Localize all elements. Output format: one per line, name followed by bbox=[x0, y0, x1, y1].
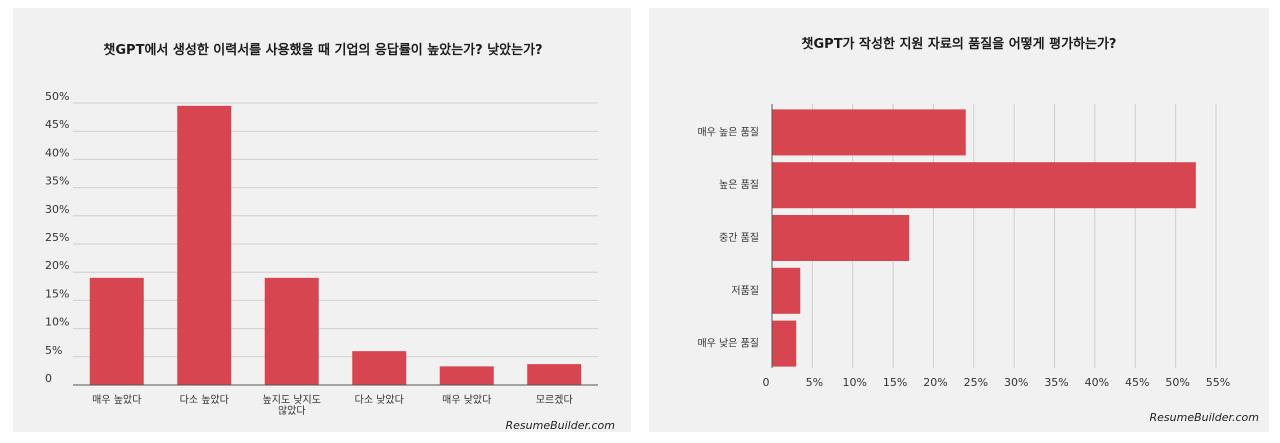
y-tick-label: 0 bbox=[45, 372, 52, 385]
y-tick-label: 45% bbox=[45, 118, 69, 131]
y-tick-label: 40% bbox=[45, 146, 69, 159]
x-tick-label: 55% bbox=[1206, 376, 1230, 389]
y-tick-label: 30% bbox=[45, 203, 69, 216]
x-tick-label: 5% bbox=[806, 376, 823, 389]
left-chart-panel: 챗GPT에서 생성한 이력서를 사용했을 때 기업의 응답률이 높았는가? 낮았… bbox=[13, 8, 631, 432]
right-chart-panel: 챗GPT가 작성한 지원 자료의 품질을 어떻게 평가하는가? 매우 높은 품질… bbox=[649, 8, 1269, 432]
x-tick-label: 15% bbox=[883, 376, 907, 389]
y-tick-label: 35% bbox=[45, 175, 69, 188]
category-label: 모르겠다 bbox=[536, 394, 573, 406]
bar bbox=[352, 351, 407, 385]
chart-title: 챗GPT에서 생성한 이력서를 사용했을 때 기업의 응답률이 높았는가? 낮았… bbox=[103, 42, 542, 58]
vertical-bar-chart: 챗GPT에서 생성한 이력서를 사용했을 때 기업의 응답률이 높았는가? 낮았… bbox=[45, 42, 615, 432]
y-tick-label: 50% bbox=[45, 90, 69, 103]
x-tick-label: 0 bbox=[763, 376, 770, 389]
x-tick-label: 50% bbox=[1165, 376, 1189, 389]
category-label: 다소 낮았다 bbox=[355, 394, 404, 406]
horizontal-bar-chart: 챗GPT가 작성한 지원 자료의 품질을 어떻게 평가하는가? 매우 높은 품질… bbox=[697, 36, 1259, 424]
chart-title: 챗GPT가 작성한 지원 자료의 품질을 어떻게 평가하는가? bbox=[802, 36, 1117, 52]
y-tick-label: 15% bbox=[45, 287, 69, 300]
bar bbox=[177, 105, 232, 385]
category-label: 중간 품질 bbox=[719, 232, 759, 244]
source-label: ResumeBuilder.com bbox=[506, 419, 615, 432]
bar bbox=[527, 364, 582, 385]
x-tick-label: 35% bbox=[1044, 376, 1068, 389]
x-tick-label: 40% bbox=[1085, 376, 1109, 389]
category-label: 매우 낮은 품질 bbox=[697, 338, 759, 350]
x-tick-label: 10% bbox=[843, 376, 867, 389]
y-tick-label: 5% bbox=[45, 344, 62, 357]
category-label: 저품질 bbox=[731, 285, 759, 297]
y-tick-label: 20% bbox=[45, 259, 69, 272]
bar bbox=[772, 162, 1196, 209]
source-label: ResumeBuilder.com bbox=[1150, 411, 1259, 424]
category-label: 다소 높았다 bbox=[180, 394, 229, 406]
bar bbox=[772, 320, 797, 367]
bar bbox=[772, 267, 801, 314]
x-tick-label: 25% bbox=[964, 376, 988, 389]
bar bbox=[89, 277, 144, 385]
category-label: 매우 높은 품질 bbox=[697, 126, 759, 138]
bar bbox=[439, 366, 494, 385]
category-label: 매우 높았다 bbox=[92, 394, 141, 406]
y-tick-label: 25% bbox=[45, 231, 69, 244]
category-label: 높지도 낮지도 않았다 bbox=[263, 394, 321, 417]
category-label: 높은 품질 bbox=[719, 179, 759, 191]
y-tick-label: 10% bbox=[45, 316, 69, 329]
bar bbox=[772, 109, 966, 156]
category-label: 매우 낮았다 bbox=[442, 394, 491, 406]
bar bbox=[264, 277, 319, 385]
x-tick-label: 30% bbox=[1004, 376, 1028, 389]
bar bbox=[772, 215, 910, 261]
x-tick-label: 45% bbox=[1125, 376, 1149, 389]
x-tick-label: 20% bbox=[923, 376, 947, 389]
